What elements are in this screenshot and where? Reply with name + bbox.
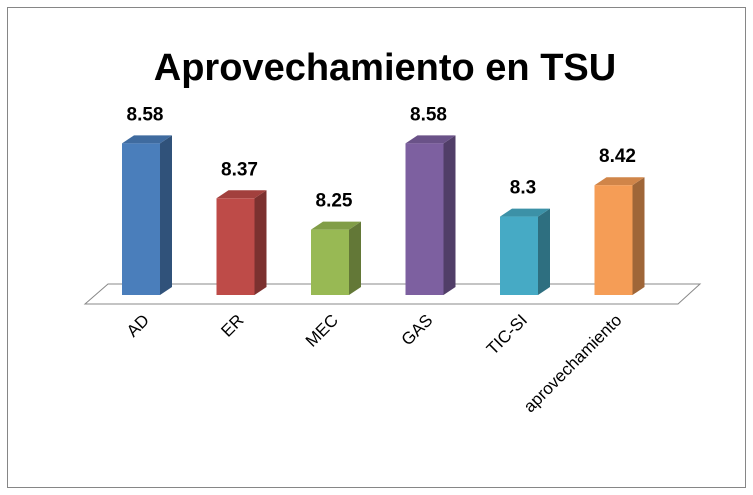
bar-front <box>216 198 255 295</box>
bar-front <box>594 185 633 295</box>
bar <box>216 190 267 295</box>
bar-front <box>405 143 444 295</box>
bar-side <box>349 221 361 295</box>
bar-top <box>594 177 645 186</box>
bar <box>122 135 172 295</box>
bar <box>311 221 361 295</box>
value-label: 8.42 <box>599 146 636 167</box>
value-label: 8.37 <box>221 159 258 180</box>
bar-side <box>254 190 267 295</box>
value-label: 8.25 <box>316 191 353 212</box>
bar-side <box>632 177 645 295</box>
bar-top <box>122 135 172 144</box>
value-label: 8.58 <box>410 104 447 125</box>
bar-side <box>443 135 456 295</box>
bar <box>594 177 645 295</box>
bar <box>500 208 550 295</box>
bar-top <box>216 190 267 199</box>
bar <box>405 135 456 295</box>
bar-front <box>500 216 538 295</box>
bar-top <box>405 135 456 144</box>
bar-top <box>311 221 361 230</box>
value-label: 8.3 <box>510 178 536 199</box>
chart-title: Aprovechamiento en TSU <box>154 47 616 89</box>
bar-top <box>500 208 550 217</box>
value-label: 8.58 <box>127 104 164 125</box>
bar-side <box>160 135 172 295</box>
bar-front <box>122 143 160 295</box>
bar-side <box>538 208 550 295</box>
bar-front <box>311 229 349 295</box>
